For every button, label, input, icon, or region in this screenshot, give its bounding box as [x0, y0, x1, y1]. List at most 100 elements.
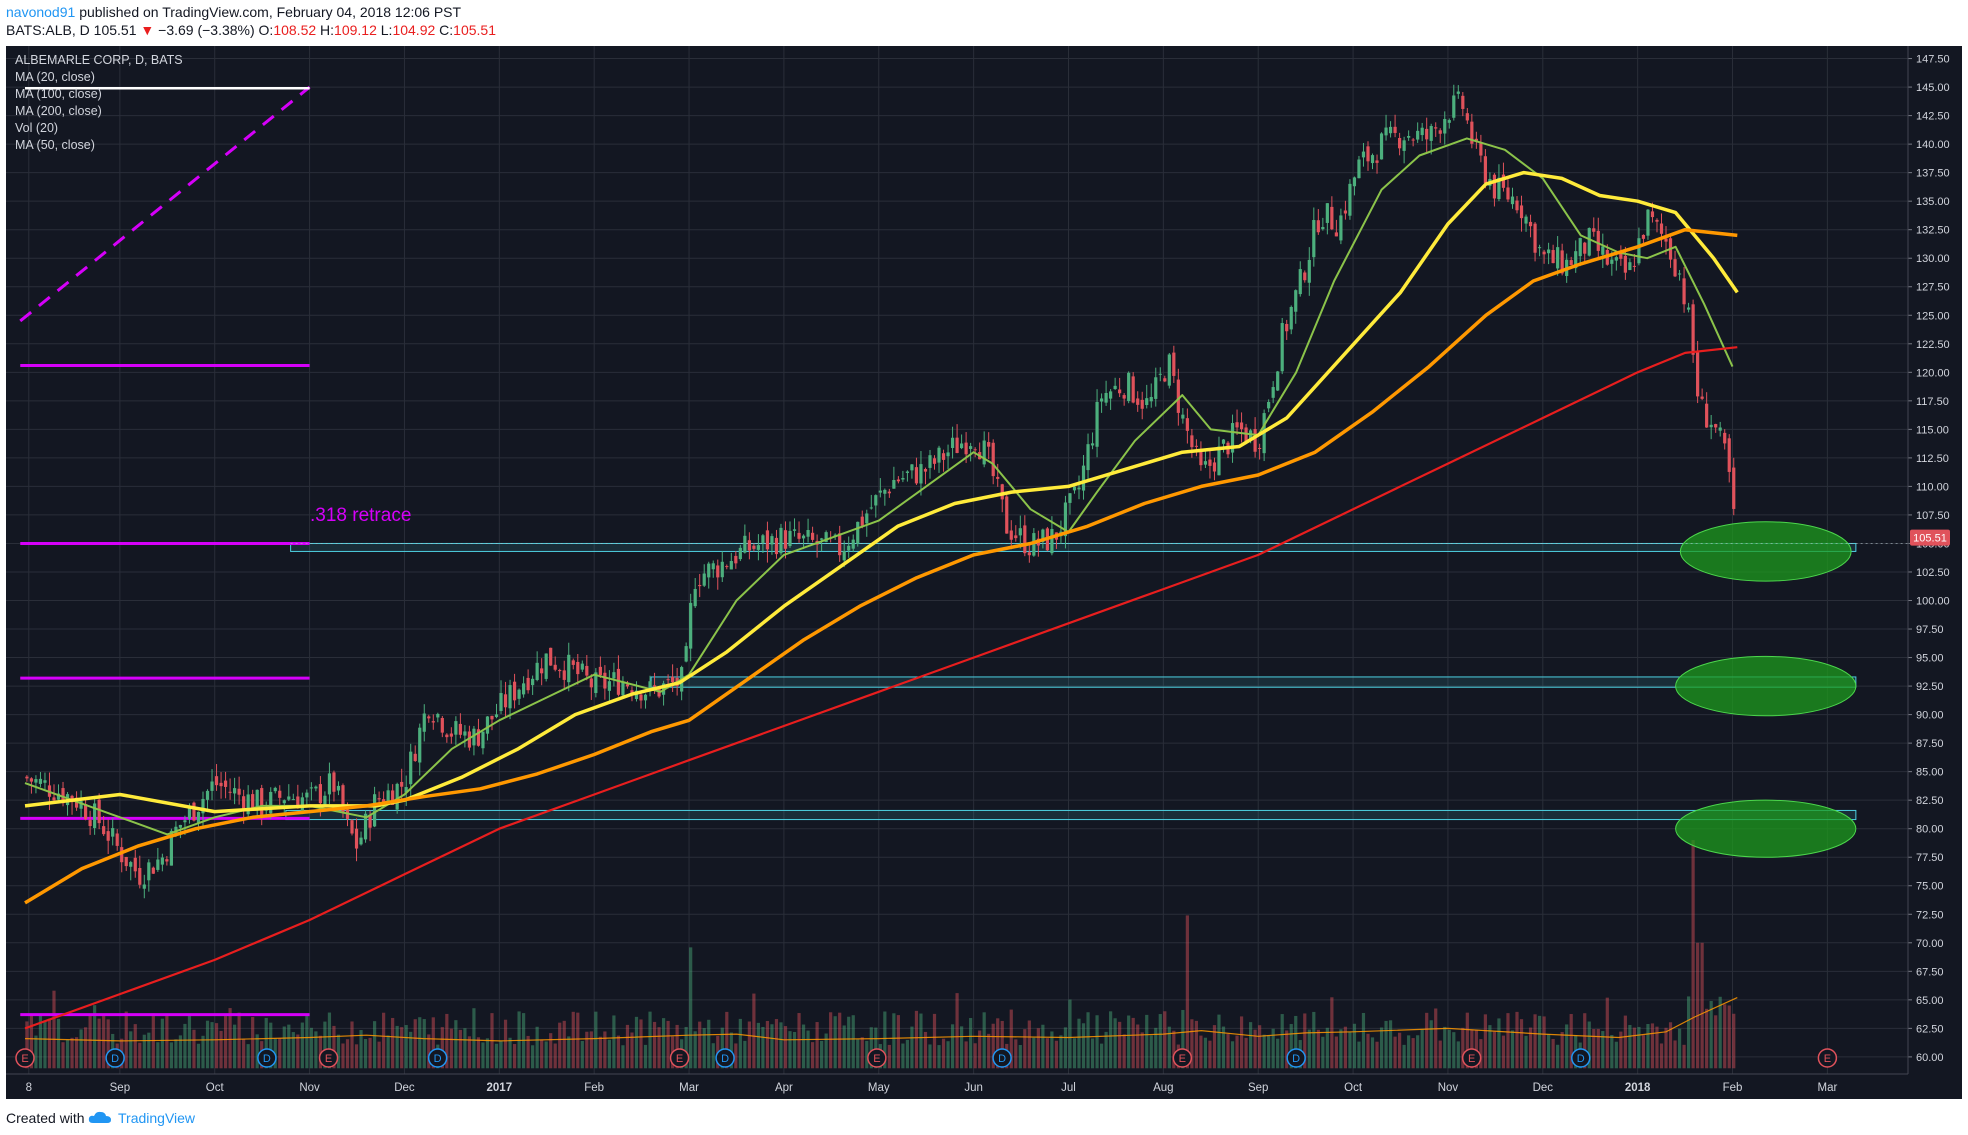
volume-bar	[589, 1031, 593, 1069]
volume-bar	[1023, 1029, 1027, 1069]
volume-bar	[201, 1035, 205, 1069]
volume-bar	[1686, 996, 1691, 1069]
candle-body	[1547, 249, 1551, 254]
candle-body	[296, 796, 300, 809]
volume-bar	[1479, 1039, 1483, 1069]
candle-body	[1361, 151, 1366, 158]
volume-bar	[1488, 1025, 1492, 1069]
volume-bar	[431, 1017, 435, 1069]
volume-bar	[851, 1015, 855, 1069]
candle-body	[1379, 133, 1384, 160]
candle-body	[1542, 251, 1546, 255]
volume-bar	[368, 1037, 372, 1069]
price-axis[interactable]: 60.00 62.50 65.00 67.50 70.00 72.50 75.00 77.50…	[1907, 46, 1950, 1074]
candle-body	[1113, 385, 1117, 389]
volume-bar	[1316, 1029, 1320, 1069]
legend-volume[interactable]: Vol (20)	[15, 121, 59, 135]
time-axis[interactable]: 8 Sep Oct Nov Dec 2017 Feb Mar Apr May Jun Jul Aug Se…	[6, 1073, 1908, 1094]
legend-ma50[interactable]: MA (50, close)	[15, 138, 95, 152]
candle-body	[1497, 177, 1501, 200]
event-marker-label: D	[434, 1053, 442, 1065]
volume-bar	[395, 1025, 399, 1069]
volume-bar	[1122, 1034, 1126, 1069]
volume-bar	[783, 1026, 788, 1069]
volume-bar	[427, 1034, 431, 1069]
candle-body	[1158, 373, 1162, 375]
fib-retrace-annotation[interactable]: .318 retrace	[310, 505, 411, 526]
candle-body	[1154, 377, 1158, 399]
candle-body	[318, 784, 323, 804]
volume-bar	[1185, 915, 1189, 1069]
volume-bar	[327, 1012, 332, 1069]
volume-bar	[865, 1040, 869, 1069]
volume-bar	[585, 1031, 589, 1069]
candle-body	[183, 820, 187, 823]
volume-bar	[892, 1013, 896, 1069]
volume-bar	[923, 1031, 928, 1069]
candle-body	[1032, 533, 1036, 556]
candle-body	[1072, 486, 1077, 491]
author-link[interactable]: navonod91	[6, 4, 76, 20]
change-down-icon: ▼	[140, 22, 155, 38]
volume-bar	[377, 1041, 381, 1069]
candle-body	[97, 799, 101, 824]
candle-body	[323, 795, 327, 805]
volume-bar	[467, 1036, 472, 1069]
candle-body	[955, 437, 959, 453]
candle-body	[571, 660, 575, 665]
candle-body	[711, 563, 715, 570]
volume-bar	[1217, 1014, 1221, 1069]
candle-body	[359, 837, 363, 845]
volume-bar	[1063, 1027, 1068, 1069]
candle-body	[287, 796, 291, 800]
candle-body	[1569, 260, 1573, 266]
volume-bar	[553, 1043, 557, 1069]
volume-bar	[1528, 1027, 1533, 1069]
candle-body	[178, 824, 183, 828]
price-tick-label: 65.00	[1916, 995, 1944, 1007]
volume-bar	[1072, 1038, 1077, 1069]
volume-bar	[305, 1013, 309, 1069]
volume-bar	[1230, 1041, 1235, 1069]
candle-body	[666, 679, 670, 681]
price-tick-label: 135.00	[1916, 196, 1950, 208]
volume-bar	[246, 1044, 250, 1069]
price-chart[interactable]: E D D E D E D E D E D E D E 60.00 62.50 65.00 67.50 70.00…	[6, 46, 1962, 1099]
candle-body	[1578, 238, 1582, 257]
last-price-tag: 105.51	[1910, 529, 1950, 546]
volume-bar	[856, 1039, 860, 1069]
volume-bar	[1646, 1023, 1650, 1069]
legend-ma20[interactable]: MA (20, close)	[15, 70, 95, 84]
volume-bar	[838, 1012, 842, 1069]
candle-body	[1253, 429, 1257, 452]
volume-bar	[1705, 1008, 1709, 1069]
candle-body	[363, 813, 368, 840]
candle-body	[883, 489, 887, 494]
candle-body	[580, 663, 584, 670]
candle-body	[476, 729, 481, 746]
volume-bar	[774, 1019, 779, 1069]
volume-bar	[810, 1042, 815, 1069]
candle-body	[454, 721, 458, 735]
volume-bar	[255, 1034, 259, 1069]
candle-body	[395, 783, 399, 810]
volume-bar	[1416, 1035, 1420, 1069]
tradingview-link[interactable]: TradingView	[118, 1110, 196, 1126]
candle-body	[1104, 392, 1108, 403]
close-label: C:	[439, 22, 454, 38]
candle-body	[607, 681, 611, 691]
legend-ma100[interactable]: MA (100, close)	[15, 87, 102, 101]
volume-bar	[1334, 1036, 1338, 1069]
legend-ma200[interactable]: MA (200, close)	[15, 104, 102, 118]
volume-bar	[634, 1016, 639, 1069]
volume-bar	[711, 1043, 715, 1069]
volume-bar	[1655, 1026, 1659, 1069]
volume-bar	[761, 1026, 765, 1069]
chart-area[interactable]: E D D E D E D E D E D E D E 60.00 62.50 65.00 67.50 70.00…	[6, 46, 1962, 1099]
candle-body	[1000, 484, 1004, 500]
volume-bar	[720, 1027, 724, 1069]
candle-body	[79, 800, 83, 809]
volume-bar	[1565, 1024, 1569, 1069]
price-tick-label: 147.50	[1916, 54, 1950, 66]
candle-body	[1145, 398, 1149, 406]
